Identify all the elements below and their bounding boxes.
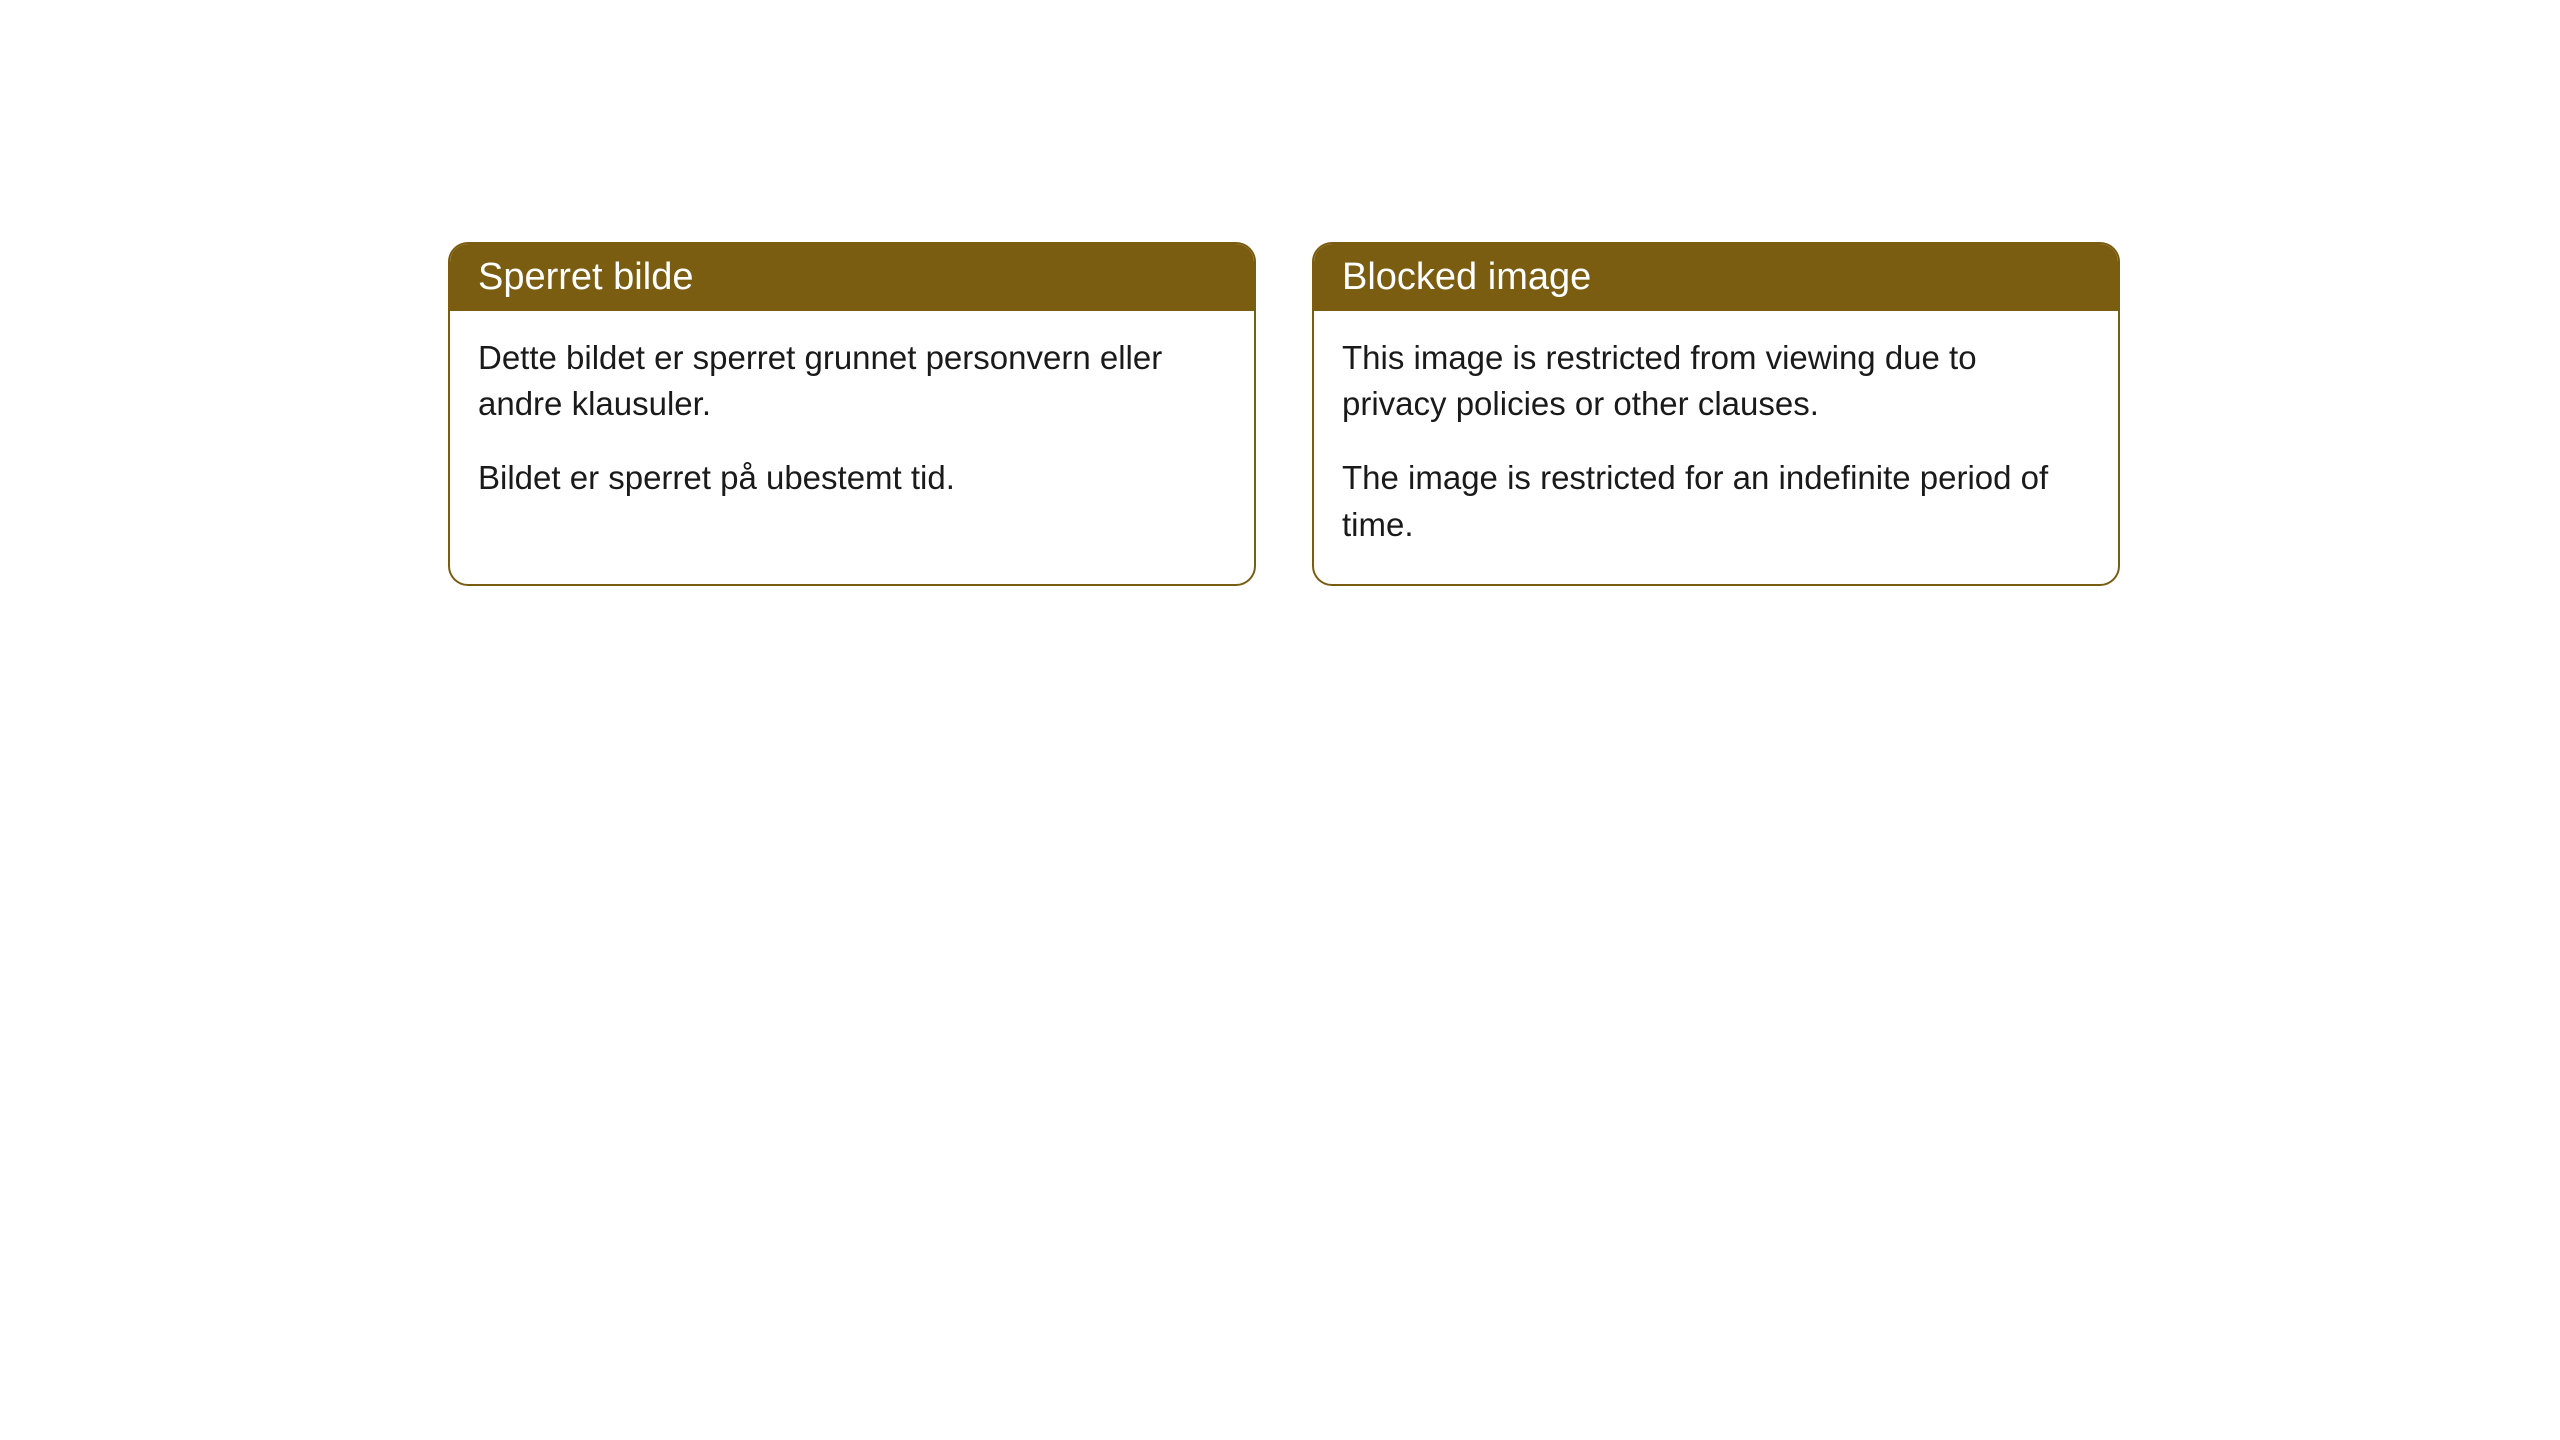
card-title: Blocked image <box>1342 256 1591 298</box>
blocked-image-card-english: Blocked image This image is restricted f… <box>1312 242 2120 586</box>
card-title: Sperret bilde <box>478 256 693 298</box>
blocked-image-card-norwegian: Sperret bilde Dette bildet er sperret gr… <box>448 242 1256 586</box>
card-header-norwegian: Sperret bilde <box>450 244 1254 311</box>
card-body-english: This image is restricted from viewing du… <box>1314 311 2118 584</box>
info-cards-container: Sperret bilde Dette bildet er sperret gr… <box>448 242 2120 586</box>
card-paragraph-1: Dette bildet er sperret grunnet personve… <box>478 335 1226 427</box>
card-paragraph-1: This image is restricted from viewing du… <box>1342 335 2090 427</box>
card-paragraph-2: Bildet er sperret på ubestemt tid. <box>478 455 1226 501</box>
card-header-english: Blocked image <box>1314 244 2118 311</box>
card-body-norwegian: Dette bildet er sperret grunnet personve… <box>450 311 1254 538</box>
card-paragraph-2: The image is restricted for an indefinit… <box>1342 455 2090 547</box>
